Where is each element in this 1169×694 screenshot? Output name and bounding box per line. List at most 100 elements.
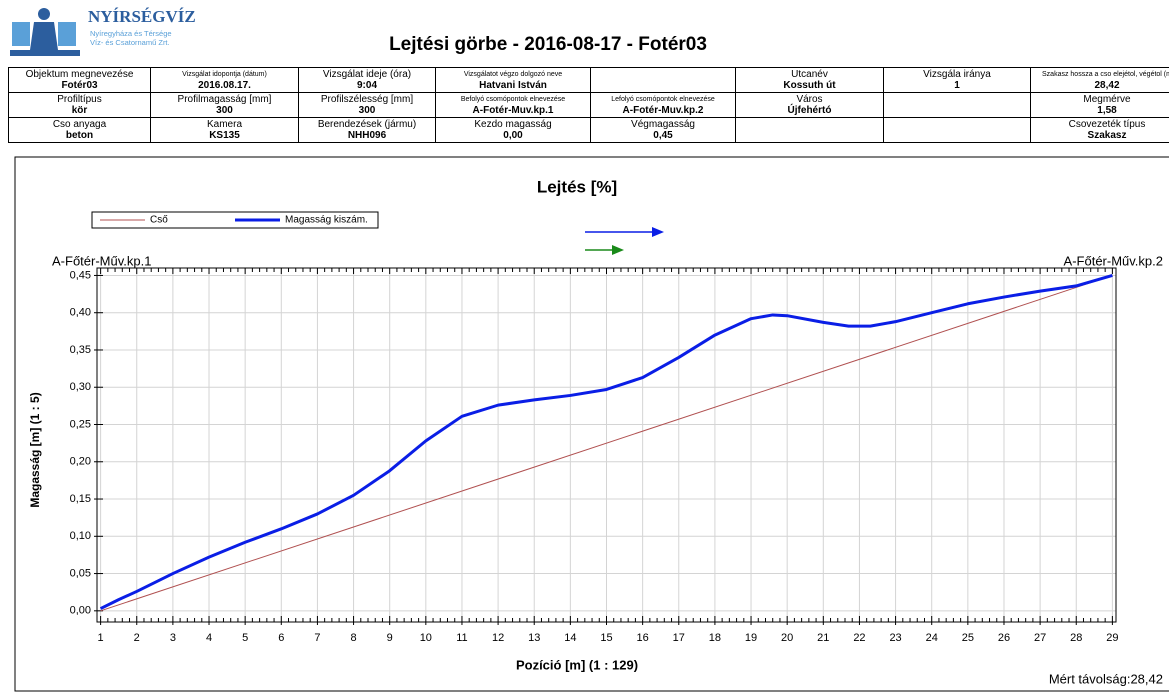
cell-value: Kossuth út — [783, 80, 836, 91]
logo-icon — [10, 8, 80, 56]
cell-value: NHH096 — [347, 130, 387, 141]
table-cell: Profilmagasság [mm] 300 — [150, 92, 299, 118]
y-tick-label: 0,10 — [70, 530, 91, 542]
cell-value: Hatvani István — [479, 80, 547, 91]
x-tick-label: 23 — [889, 632, 901, 644]
table-cell — [590, 67, 736, 93]
x-tick-label: 9 — [387, 632, 393, 644]
cell-label: Berendezések (jármu) — [317, 119, 417, 130]
table-cell: Kezdo magasság 0,00 — [435, 117, 591, 143]
report-title: Lejtési görbe - 2016-08-17 - Fotér03 — [389, 34, 707, 55]
y-tick-label: 0,25 — [70, 418, 91, 430]
cell-value: A-Fotér-Muv.kp.1 — [472, 105, 554, 116]
cell-label: Profilszélesség [mm] — [320, 94, 414, 105]
table-row: Objektum megnevezése Fotér03 Vizsgálat ido… — [8, 67, 1169, 93]
cell-label: Utcanév — [791, 69, 828, 80]
x-tick-label: 11 — [456, 632, 467, 644]
table-cell: Vizsgálat idopontja (dátum) 2016.08.17. — [150, 67, 299, 93]
x-tick-label: 6 — [278, 632, 284, 644]
table-cell: Lefolyó csomópontok elnevezése A-Fotér-Mu… — [590, 92, 736, 118]
cell-value: 1,58 — [1097, 105, 1117, 116]
annotation: Mért távolság:28,42 — [1049, 671, 1163, 686]
cell-label: Város — [796, 94, 823, 105]
x-tick-label: 14 — [564, 632, 576, 644]
y-axis-label: Magasság [m] (1 : 5) — [28, 392, 42, 507]
cell-label: Csovezeték típus — [1068, 119, 1146, 130]
table-cell: Végmagasság 0,45 — [590, 117, 736, 143]
table-cell: Kamera KS135 — [150, 117, 299, 143]
cell-label: Vizsgála iránya — [923, 69, 991, 80]
x-tick-label: 19 — [745, 632, 757, 644]
table-cell: Profilszélesség [mm] 300 — [298, 92, 436, 118]
cell-value: 9:04 — [356, 80, 377, 91]
cell-value: KS135 — [209, 130, 240, 141]
table-cell — [883, 117, 1031, 143]
legend-label: Cső — [150, 215, 168, 226]
x-tick-label: 22 — [853, 632, 865, 644]
x-tick-label: 15 — [600, 632, 612, 644]
table-cell: Vizsgálatot végzo dolgozó neve Hatvani Is… — [435, 67, 591, 93]
x-tick-label: 4 — [206, 632, 212, 644]
cell-value: Szakasz — [1087, 130, 1127, 141]
cell-value: 1 — [954, 80, 960, 91]
table-cell — [883, 92, 1031, 118]
x-tick-label: 3 — [170, 632, 176, 644]
cell-label: Cso anyaga — [52, 119, 107, 130]
y-tick-label: 0,45 — [70, 269, 91, 281]
x-tick-label: 24 — [926, 632, 938, 644]
logo-line: Víz- és Csatornamű Zrt. — [90, 38, 170, 47]
cell-label: Vizsgálat ideje (óra) — [322, 69, 412, 80]
table-cell: Vizsgálat ideje (óra) 9:04 — [298, 67, 436, 93]
y-tick-label: 0,00 — [70, 605, 91, 617]
table-cell: Város Újfehértó — [735, 92, 884, 118]
x-tick-label: 21 — [817, 632, 829, 644]
cell-value: A-Fotér-Muv.kp.2 — [622, 105, 704, 116]
x-tick-label: 8 — [350, 632, 356, 644]
logo-name: NYÍRSÉGVÍZ — [88, 7, 196, 26]
cell-label: Vizsgálatot végzo dolgozó neve — [463, 71, 563, 78]
table-cell: Befolyó csomópontok elnevezése A-Fotér-Mu… — [435, 92, 591, 118]
x-tick-label: 17 — [673, 632, 685, 644]
cell-label: Szakasz hossza a cso elejétol, végétol (… — [1042, 71, 1169, 78]
table-cell: Csovezeték típus Szakasz — [1030, 117, 1169, 143]
x-tick-label: 13 — [528, 632, 540, 644]
y-tick-label: 0,20 — [70, 456, 91, 468]
table-cell: Berendezések (jármu) NHH096 — [298, 117, 436, 143]
table-cell: Objektum megnevezése Fotér03 — [8, 67, 151, 93]
chart-frame — [14, 156, 1169, 692]
cell-value: 0,45 — [653, 130, 673, 141]
table-cell: Vizsgála iránya 1 — [883, 67, 1031, 93]
x-tick-label: 27 — [1034, 632, 1046, 644]
legend-label: Magasság kiszám. — [285, 215, 368, 226]
start-label: A-Főtér-Műv.kp.1 — [52, 253, 151, 268]
x-tick-label: 25 — [962, 632, 974, 644]
x-tick-label: 2 — [134, 632, 140, 644]
cell-label: Kamera — [206, 119, 242, 130]
table-cell: Cso anyaga beton — [8, 117, 151, 143]
table-cell: Szakasz hossza a cso elejétol, végétol (… — [1030, 67, 1169, 93]
y-tick-label: 0,15 — [70, 493, 91, 505]
cell-label: Megmérve — [1083, 94, 1131, 105]
table-cell — [735, 117, 884, 143]
cell-value: 2016.08.17. — [198, 80, 251, 91]
cell-value: kör — [71, 105, 88, 116]
x-axis-label: Pozíció [m] (1 : 129) — [516, 657, 638, 672]
cell-label: Objektum megnevezése — [25, 69, 134, 80]
cell-value: 0,00 — [503, 130, 523, 141]
table-cell: Utcanév Kossuth út — [735, 67, 884, 93]
cell-label: Befolyó csomópontok elnevezése — [460, 96, 566, 103]
cell-label: Lefolyó csomópontok elnevezése — [611, 96, 715, 103]
y-tick-label: 0,30 — [70, 381, 91, 393]
x-tick-label: 28 — [1070, 632, 1082, 644]
header: NYÍRSÉGVÍZ Nyíregyháza és Térsége Víz- é… — [10, 7, 707, 56]
y-tick-label: 0,35 — [70, 344, 91, 356]
y-tick-label: 0,05 — [70, 567, 91, 579]
cell-label: Végmagasság — [631, 119, 695, 130]
x-tick-label: 1 — [98, 632, 104, 644]
x-tick-label: 29 — [1106, 632, 1118, 644]
x-tick-label: 16 — [637, 632, 649, 644]
table-cell: Megmérve 1,58 — [1030, 92, 1169, 118]
x-tick-label: 18 — [709, 632, 721, 644]
x-tick-label: 7 — [314, 632, 320, 644]
